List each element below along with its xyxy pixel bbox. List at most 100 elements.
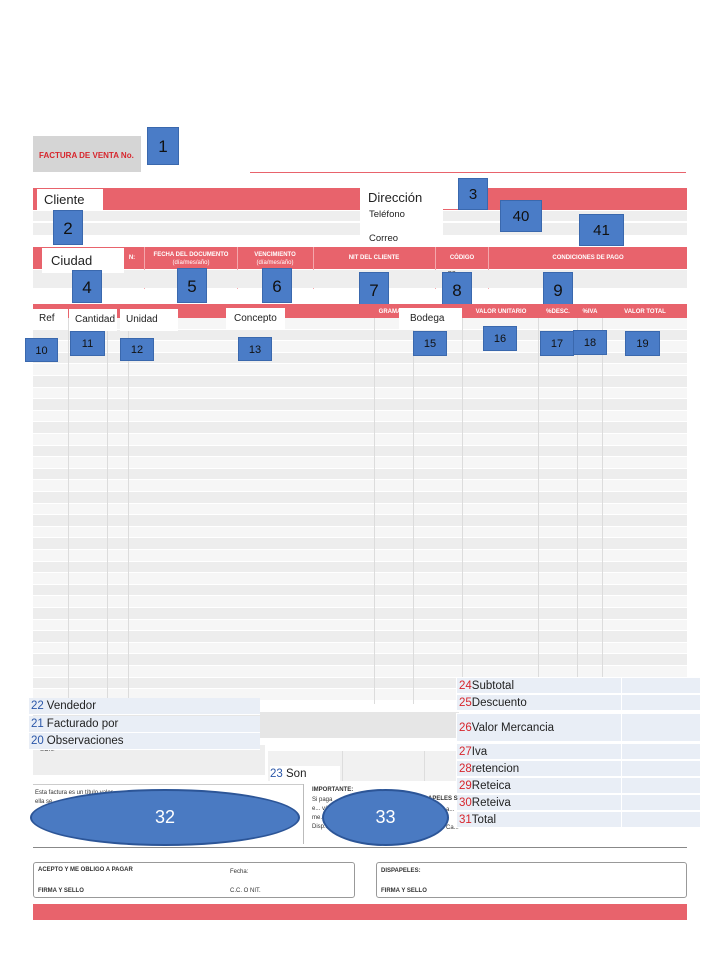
- table-column-line: [413, 318, 414, 704]
- header-divider: [250, 172, 686, 173]
- left-field-row: 20 Observaciones: [29, 733, 260, 750]
- col-unit: Unidad: [120, 309, 178, 331]
- table-row: [33, 561, 687, 573]
- marker-5: 5: [177, 268, 207, 303]
- doc-date-label: FECHA DEL DOCUMENTO: [153, 252, 229, 258]
- col-disc: %DESC.: [546, 309, 570, 315]
- total-label: Total: [471, 814, 497, 826]
- total-number: 26: [459, 722, 472, 734]
- invoice-title-box: FACTURA DE VENTA No.: [33, 136, 141, 172]
- col-unit-value: VALOR UNITARIO: [475, 309, 527, 315]
- date-label: Fecha:: [230, 869, 249, 875]
- table-row: [33, 515, 687, 526]
- table-row: [33, 608, 687, 619]
- total-value-cell: [621, 812, 622, 827]
- due-label: VENCIMIENTO: [254, 252, 296, 258]
- marker-40: 40: [500, 200, 542, 232]
- total-label: Subtotal: [471, 680, 514, 692]
- footer-bar: [33, 904, 687, 920]
- table-row: [33, 596, 687, 607]
- marker-4: 4: [72, 270, 102, 303]
- total-value-cell: [621, 778, 622, 793]
- client-label: Cliente: [37, 189, 103, 211]
- left-field-row: 21 Facturado por: [29, 715, 260, 733]
- marker-2: 2: [53, 210, 83, 245]
- dispapeles-mid: APELES S: [428, 796, 458, 802]
- dispapeles-label: DISPAPELES:: [381, 868, 421, 874]
- col-qty: Cantidad: [69, 309, 117, 331]
- field-label: Facturado por: [46, 717, 119, 730]
- table-row: [33, 666, 687, 677]
- signature-box-left: ACEPTO Y ME OBLIGO A PAGAR Fecha: FIRMA …: [33, 862, 355, 898]
- total-number: 30: [459, 797, 472, 809]
- son-field: 23 Son: [270, 766, 340, 783]
- table-row: [33, 468, 687, 480]
- legal-divider: [303, 784, 304, 844]
- marker-10: 10: [25, 338, 58, 362]
- due-sub: (día/mes/año): [256, 260, 294, 266]
- table-row: [33, 341, 687, 352]
- phone-label: Teléfono: [369, 209, 405, 220]
- total-label: Iva: [471, 746, 488, 758]
- items-table: [33, 318, 687, 704]
- table-row: [33, 364, 687, 375]
- total-number: 29: [459, 780, 472, 792]
- total-label: retencion: [471, 763, 520, 775]
- table-column-line: [128, 318, 129, 704]
- son-small: SON:: [40, 747, 55, 753]
- marker-18: 18: [573, 330, 607, 355]
- doc-col-date: FECHA DEL DOCUMENTO (día/mes/año): [146, 251, 236, 267]
- marker-16: 16: [483, 326, 517, 351]
- items-header-bar: [33, 304, 687, 318]
- table-row: [33, 434, 687, 445]
- table-row: [33, 584, 687, 596]
- son-label: Son: [286, 768, 307, 780]
- table-row: [33, 503, 687, 515]
- doc-col-n: N:: [128, 255, 136, 261]
- col-concept: Concepto: [226, 308, 285, 330]
- marker-15: 15: [413, 331, 447, 356]
- sign-label: FIRMA Y SELLO: [38, 888, 84, 894]
- doc-col-conditions: CONDICIONES DE PAGO: [552, 255, 624, 261]
- total-number: 28: [459, 763, 472, 775]
- table-row: [33, 422, 687, 433]
- phone-email-box: Teléfono Correo: [360, 205, 443, 249]
- total-number: 27: [459, 746, 472, 758]
- col-iva: %IVA: [582, 309, 598, 315]
- table-row: [33, 492, 687, 503]
- marker-32: 32: [30, 789, 300, 846]
- total-value-cell: [621, 761, 622, 776]
- marker-17: 17: [540, 331, 574, 356]
- table-row: [33, 445, 687, 457]
- total-value-cell: [621, 695, 622, 710]
- col-ref: Ref: [33, 309, 68, 329]
- total-label: Reteica: [471, 780, 511, 792]
- marker-7: 7: [359, 272, 389, 307]
- section-divider: [33, 847, 687, 848]
- col-total: VALOR TOTAL: [624, 309, 666, 315]
- table-column-line: [602, 318, 603, 704]
- important-title: IMPORTANTE:: [312, 787, 354, 793]
- marker-19: 19: [625, 331, 660, 356]
- table-row: [33, 457, 687, 468]
- table-row: [33, 689, 687, 700]
- table-row: [33, 654, 687, 665]
- table-row: [33, 642, 687, 654]
- total-number: 31: [459, 814, 472, 826]
- total-label: Descuento: [471, 697, 527, 709]
- son-num: 23: [270, 768, 283, 780]
- accept-label: ACEPTO Y ME OBLIGO A PAGAR: [38, 867, 133, 873]
- marker-12: 12: [120, 338, 154, 361]
- field-number: 20: [31, 735, 44, 747]
- totals-row: 25Descuento: [456, 694, 701, 711]
- table-column-line: [538, 318, 539, 704]
- marker-41: 41: [579, 214, 624, 246]
- table-column-line: [374, 318, 375, 704]
- total-value-cell: [621, 744, 622, 759]
- totals-row: 24Subtotal: [456, 677, 701, 694]
- table-column-line: [577, 318, 578, 704]
- field-label: Vendedor: [46, 700, 97, 712]
- doc-col-due: VENCIMIENTO (día/mes/año): [238, 251, 312, 267]
- doc-col-nit: NIT DEL CLIENTE: [348, 255, 400, 261]
- address-label: Dirección: [360, 187, 458, 209]
